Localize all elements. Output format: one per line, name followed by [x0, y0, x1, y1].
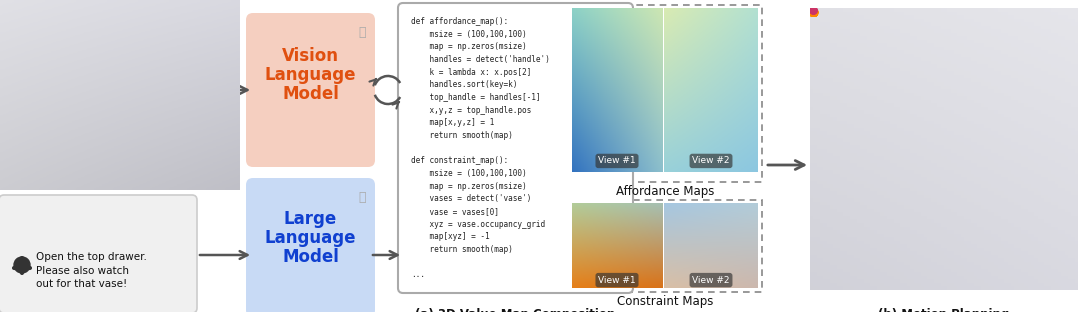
Text: xyz = vase.occupancy_grid: xyz = vase.occupancy_grid: [411, 220, 545, 229]
Text: (b) Motion Planning: (b) Motion Planning: [878, 308, 1010, 312]
Text: Language: Language: [265, 66, 356, 84]
FancyBboxPatch shape: [399, 3, 633, 293]
Bar: [568, 5, 762, 182]
Text: Open the top drawer.
Please also watch
out for that vase!: Open the top drawer. Please also watch o…: [36, 252, 147, 289]
Text: 🔒: 🔒: [359, 191, 366, 204]
FancyBboxPatch shape: [143, 68, 177, 112]
Text: Language: Language: [265, 229, 356, 247]
Text: return smooth(map): return smooth(map): [411, 245, 513, 254]
Circle shape: [14, 257, 30, 273]
Text: View #1: View #1: [598, 156, 636, 165]
Text: View #1: View #1: [598, 275, 636, 285]
Text: Model: Model: [282, 85, 339, 103]
Text: map[x,y,z] = 1: map[x,y,z] = 1: [411, 118, 495, 127]
Text: Large: Large: [284, 210, 337, 228]
Text: Model: Model: [282, 248, 339, 266]
Text: 🔒: 🔒: [359, 26, 366, 39]
FancyBboxPatch shape: [246, 13, 375, 167]
Text: def constraint_map():: def constraint_map():: [411, 156, 508, 165]
FancyBboxPatch shape: [5, 100, 105, 165]
Text: Affordance Maps: Affordance Maps: [616, 185, 714, 198]
Text: vases = detect('vase'): vases = detect('vase'): [411, 194, 531, 203]
Text: Vision: Vision: [282, 47, 339, 65]
Text: handles.sort(key=k): handles.sort(key=k): [411, 80, 517, 89]
FancyBboxPatch shape: [246, 178, 375, 312]
Text: (a) 3D Value Map Composition: (a) 3D Value Map Composition: [415, 308, 616, 312]
FancyBboxPatch shape: [78, 113, 107, 157]
Text: Cam #2: Cam #2: [158, 153, 203, 163]
Text: map[xyz] = -1: map[xyz] = -1: [411, 232, 489, 241]
Bar: [568, 200, 762, 292]
Text: k = lambda x: x.pos[2]: k = lambda x: x.pos[2]: [411, 68, 531, 77]
Text: x,y,z = top_handle.pos: x,y,z = top_handle.pos: [411, 106, 531, 115]
Text: top_handle = handles[-1]: top_handle = handles[-1]: [411, 93, 540, 102]
Text: View #2: View #2: [692, 156, 730, 165]
Text: map = np.zeros(msize): map = np.zeros(msize): [411, 42, 527, 51]
Text: msize = (100,100,100): msize = (100,100,100): [411, 30, 527, 39]
Text: handles = detect('handle'): handles = detect('handle'): [411, 55, 550, 64]
FancyBboxPatch shape: [0, 195, 197, 312]
Text: def affordance_map():: def affordance_map():: [411, 17, 508, 26]
Text: msize = (100,100,100): msize = (100,100,100): [411, 169, 527, 178]
Text: Cam #1: Cam #1: [22, 5, 67, 15]
Text: vase = vases[0]: vase = vases[0]: [411, 207, 499, 216]
FancyBboxPatch shape: [127, 27, 193, 133]
Text: return smooth(map): return smooth(map): [411, 131, 513, 140]
Text: View #2: View #2: [692, 275, 730, 285]
Text: ...: ...: [411, 270, 424, 279]
Text: map = np.zeros(msize): map = np.zeros(msize): [411, 182, 527, 191]
Text: Constraint Maps: Constraint Maps: [617, 295, 713, 308]
